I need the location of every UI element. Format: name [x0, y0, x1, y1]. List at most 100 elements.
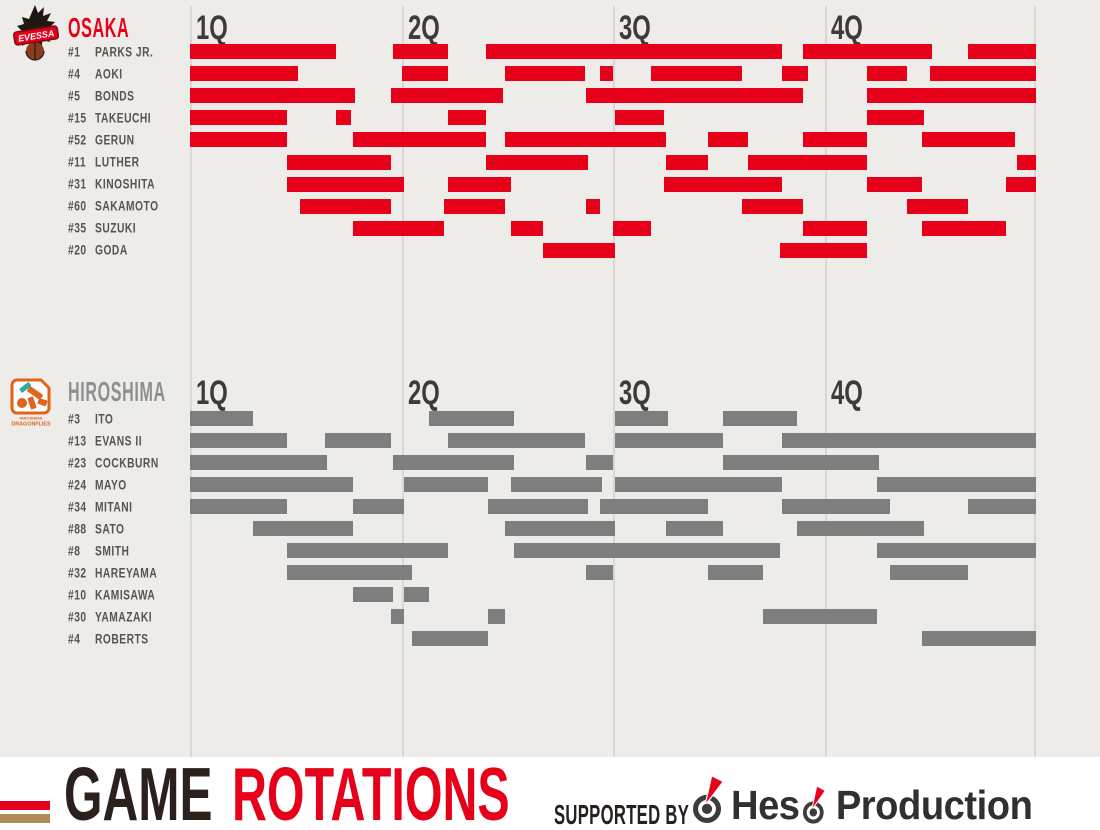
- stint-bar: [866, 88, 1036, 104]
- rotation-track: [190, 521, 1036, 536]
- player-number: #60: [68, 198, 87, 214]
- stint-bar: [287, 565, 413, 580]
- stint-bar: [930, 66, 1036, 82]
- player-number: #23: [68, 454, 87, 471]
- player-name: HAREYAMA: [95, 564, 158, 581]
- player-row: #20 GODA: [0, 243, 1100, 258]
- stint-bar: [1006, 176, 1036, 192]
- stint-bar: [543, 242, 616, 258]
- stint-bar: [921, 132, 1015, 148]
- stint-bar: [190, 132, 288, 148]
- player-number: #4: [68, 65, 81, 82]
- stint-bar: [390, 609, 404, 624]
- player-row: #4 ROBERTS: [0, 631, 1100, 646]
- stint-bar: [393, 44, 449, 59]
- player-number: #11: [68, 154, 87, 170]
- player-name: ROBERTS: [95, 630, 149, 647]
- rotation-track: [190, 499, 1036, 514]
- player-name: KAMISAWA: [95, 586, 156, 603]
- stint-bar: [287, 154, 391, 170]
- stint-bar: [600, 499, 709, 514]
- rotation-track: [190, 198, 1036, 214]
- stint-bar: [190, 455, 328, 470]
- rotation-track: [190, 242, 1036, 258]
- stint-bar: [663, 176, 783, 192]
- stint-bar: [866, 110, 924, 126]
- player-name: YAMAZAKI: [95, 608, 153, 625]
- sponsor-text-after: Production: [835, 782, 1033, 828]
- stint-bar: [782, 499, 891, 514]
- rotation-track: [190, 176, 1036, 192]
- stint-bar: [352, 499, 404, 514]
- player-row: #23 COCKBURN: [0, 455, 1100, 470]
- stint-bar: [803, 44, 933, 59]
- stint-bar: [190, 411, 254, 426]
- stint-bar: [190, 433, 288, 448]
- stint-bar: [585, 198, 601, 214]
- stint-bar: [488, 609, 506, 624]
- hiroshima-logo-text-1: HIROSHIMA: [20, 416, 43, 421]
- heso-o-mark-icon: [800, 780, 825, 826]
- stint-bar: [968, 499, 1036, 514]
- stint-bar: [352, 587, 394, 602]
- stint-bar: [797, 521, 924, 536]
- stint-bar: [866, 176, 922, 192]
- stint-bar: [401, 66, 449, 82]
- rotation-track: [190, 66, 1036, 82]
- player-name: AOKI: [95, 65, 123, 82]
- gridline-10min: [401, 6, 404, 757]
- stint-bar: [708, 565, 764, 580]
- rotation-track: [190, 609, 1036, 624]
- stint-bar: [390, 88, 504, 104]
- footer-red-stripe: [0, 801, 50, 810]
- sponsor-text-before: Hes: [731, 782, 800, 828]
- stint-bar: [906, 198, 969, 214]
- stint-bar: [412, 631, 489, 646]
- stint-bar: [352, 220, 444, 236]
- player-row: #88 SATO: [0, 521, 1100, 536]
- player-number: #20: [68, 242, 87, 259]
- stint-bar: [190, 66, 298, 82]
- player-number: #88: [68, 520, 87, 537]
- hiroshima-dragonflies-logo: HIROSHIMA DRAGONFLIES: [9, 377, 57, 438]
- stint-bar: [615, 110, 664, 126]
- stint-bar: [190, 110, 288, 126]
- gridline-20min: [613, 6, 615, 757]
- stint-bar: [803, 220, 867, 236]
- stint-bar: [665, 154, 709, 170]
- player-name: LUTHER: [95, 154, 140, 170]
- stint-bar: [585, 565, 613, 580]
- osaka-quarter-labels: 1Q 2Q 3Q 4Q: [190, 9, 1036, 49]
- stint-bar: [486, 154, 588, 170]
- stint-bar: [722, 411, 797, 426]
- player-number: #32: [68, 564, 87, 581]
- player-row: #3 ITO: [0, 411, 1100, 426]
- player-number: #30: [68, 608, 87, 625]
- player-name: GODA: [95, 242, 128, 259]
- player-number: #4: [68, 630, 81, 647]
- stint-bar: [1016, 154, 1036, 170]
- player-row: #32 HAREYAMA: [0, 565, 1100, 580]
- rotation-track: [190, 565, 1036, 580]
- quarter-label: 2Q: [407, 9, 440, 47]
- rotation-track: [190, 477, 1036, 492]
- player-row: #52 GERUN: [0, 132, 1100, 148]
- stint-bar: [585, 455, 613, 470]
- rotation-track: [190, 433, 1036, 448]
- player-number: #13: [68, 432, 87, 449]
- player-name: GERUN: [95, 132, 135, 148]
- heso-mark-icon: [690, 769, 724, 825]
- player-name: ITO: [95, 410, 114, 427]
- gridline-30min: [824, 6, 827, 757]
- footer-title-rotations: ROTATIONS: [232, 752, 510, 830]
- rotation-track: [190, 543, 1036, 558]
- stint-bar: [448, 433, 586, 448]
- player-number: #8: [68, 542, 81, 559]
- stint-bar: [287, 543, 449, 558]
- stint-bar: [665, 521, 723, 536]
- stint-bar: [253, 521, 353, 536]
- stint-bar: [708, 132, 749, 148]
- rotation-track: [190, 44, 1036, 59]
- player-name: EVANS II: [95, 432, 143, 449]
- stint-bar: [921, 631, 1036, 646]
